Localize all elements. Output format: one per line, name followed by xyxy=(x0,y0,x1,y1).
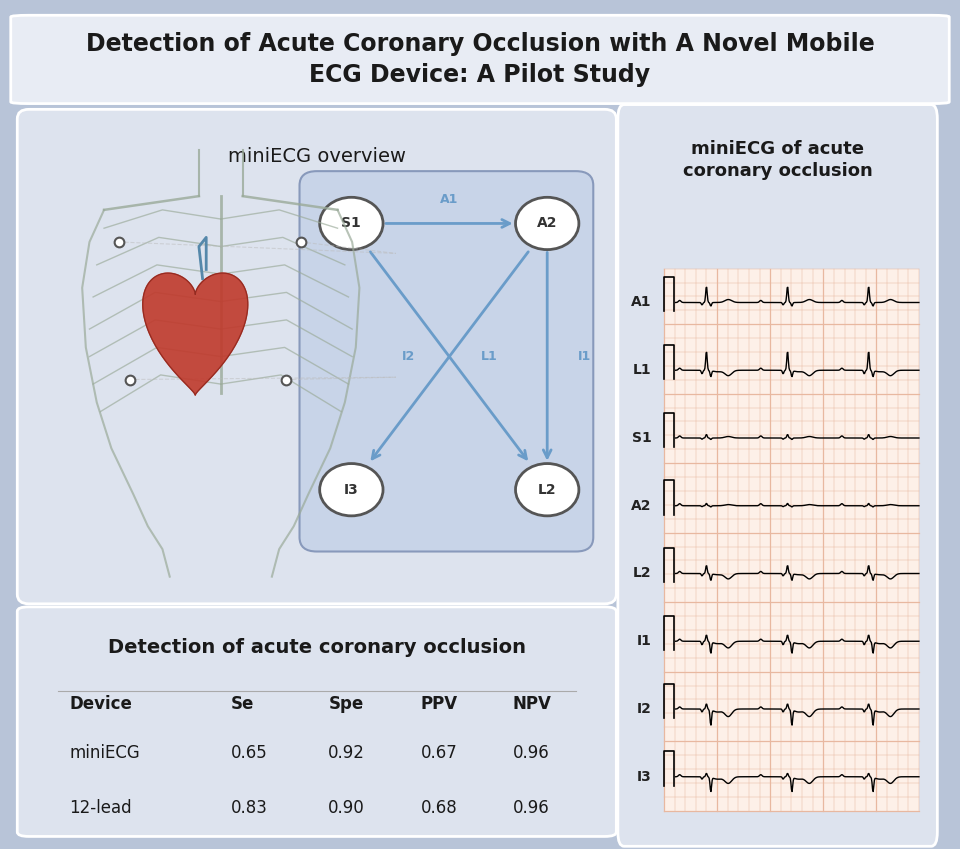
Text: A1: A1 xyxy=(631,295,652,310)
FancyBboxPatch shape xyxy=(17,110,616,604)
Text: A1: A1 xyxy=(440,194,459,206)
Text: L1: L1 xyxy=(481,350,498,363)
FancyBboxPatch shape xyxy=(664,268,919,811)
Text: I2: I2 xyxy=(402,350,416,363)
Circle shape xyxy=(516,197,579,250)
FancyBboxPatch shape xyxy=(11,15,949,104)
Text: Se: Se xyxy=(230,695,253,713)
Circle shape xyxy=(320,464,383,516)
Text: L2: L2 xyxy=(633,566,652,581)
Circle shape xyxy=(516,464,579,516)
Text: S1: S1 xyxy=(632,431,652,445)
Text: L2: L2 xyxy=(538,483,557,497)
Text: I1: I1 xyxy=(636,634,652,649)
Text: 0.83: 0.83 xyxy=(230,799,267,817)
Text: 0.65: 0.65 xyxy=(230,744,267,762)
Text: I3: I3 xyxy=(636,770,652,784)
Text: A2: A2 xyxy=(631,498,652,513)
Text: PPV: PPV xyxy=(420,695,458,713)
Text: I3: I3 xyxy=(344,483,359,497)
Text: I1: I1 xyxy=(578,350,591,363)
FancyBboxPatch shape xyxy=(300,171,593,552)
Circle shape xyxy=(320,197,383,250)
Text: S1: S1 xyxy=(342,216,361,230)
Text: NPV: NPV xyxy=(513,695,551,713)
Text: L1: L1 xyxy=(633,363,652,377)
Text: Detection of acute coronary occlusion: Detection of acute coronary occlusion xyxy=(108,638,526,657)
Text: 0.96: 0.96 xyxy=(513,799,549,817)
Text: Spe: Spe xyxy=(328,695,364,713)
Text: miniECG of acute
coronary occlusion: miniECG of acute coronary occlusion xyxy=(683,140,873,181)
FancyBboxPatch shape xyxy=(618,104,937,846)
Text: 12-lead: 12-lead xyxy=(69,799,132,817)
Text: I2: I2 xyxy=(636,702,652,716)
FancyBboxPatch shape xyxy=(17,607,616,836)
Text: Device: Device xyxy=(69,695,132,713)
Text: A2: A2 xyxy=(537,216,558,230)
Text: 0.68: 0.68 xyxy=(420,799,457,817)
Text: 0.90: 0.90 xyxy=(328,799,365,817)
Text: 0.67: 0.67 xyxy=(420,744,457,762)
Text: 0.92: 0.92 xyxy=(328,744,365,762)
Polygon shape xyxy=(143,273,248,395)
Text: miniECG: miniECG xyxy=(69,744,140,762)
Text: 0.96: 0.96 xyxy=(513,744,549,762)
Text: Detection of Acute Coronary Occlusion with A Novel Mobile
ECG Device: A Pilot St: Detection of Acute Coronary Occlusion wi… xyxy=(85,31,875,87)
Text: miniECG overview: miniECG overview xyxy=(228,148,406,166)
